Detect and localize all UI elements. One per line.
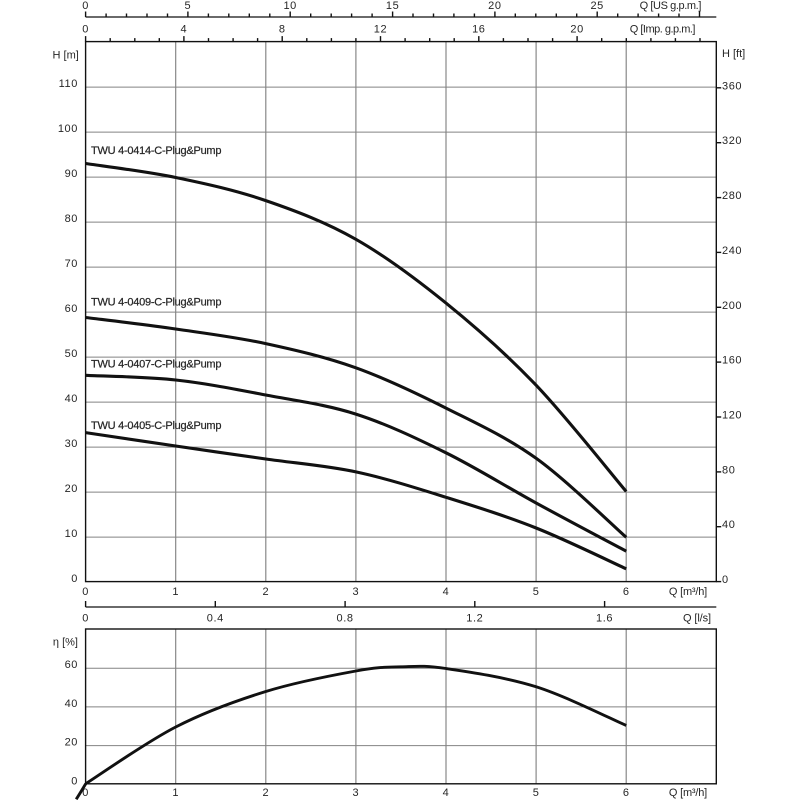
svg-text:0: 0 [71, 775, 78, 787]
svg-text:70: 70 [65, 258, 78, 270]
svg-text:TWU 4-0407-C-Plug&Pump: TWU 4-0407-C-Plug&Pump [91, 359, 221, 371]
svg-text:12: 12 [374, 24, 387, 36]
svg-text:Q [Imp. g.p.m.]: Q [Imp. g.p.m.] [630, 24, 696, 36]
svg-text:280: 280 [722, 190, 742, 202]
svg-text:3: 3 [353, 787, 360, 799]
svg-text:0: 0 [71, 573, 78, 585]
svg-text:5: 5 [185, 0, 192, 12]
svg-text:2: 2 [262, 787, 269, 799]
svg-text:6: 6 [623, 787, 630, 799]
svg-text:1: 1 [172, 787, 179, 799]
svg-text:3: 3 [353, 586, 360, 598]
svg-text:40: 40 [722, 519, 735, 531]
svg-text:0: 0 [82, 24, 89, 36]
svg-text:25: 25 [590, 0, 603, 12]
svg-text:100: 100 [58, 123, 78, 135]
svg-text:80: 80 [65, 213, 78, 225]
svg-text:110: 110 [59, 78, 78, 90]
svg-text:40: 40 [65, 393, 78, 405]
svg-text:Q [US g.p.m.]: Q [US g.p.m.] [640, 0, 702, 12]
svg-text:2: 2 [262, 586, 269, 598]
svg-text:160: 160 [722, 355, 742, 367]
svg-text:0: 0 [82, 787, 89, 799]
svg-text:50: 50 [65, 348, 78, 360]
svg-text:10: 10 [283, 0, 296, 12]
svg-text:240: 240 [722, 245, 742, 257]
svg-text:6: 6 [623, 586, 630, 598]
svg-text:20: 20 [65, 737, 78, 749]
svg-text:0.4: 0.4 [207, 613, 224, 625]
svg-text:H [m]: H [m] [53, 50, 79, 62]
svg-text:80: 80 [722, 464, 735, 476]
svg-text:1.6: 1.6 [596, 613, 613, 625]
svg-text:15: 15 [386, 0, 399, 12]
svg-text:H [ft]: H [ft] [722, 48, 745, 60]
svg-text:120: 120 [722, 410, 742, 422]
svg-text:8: 8 [279, 24, 286, 36]
svg-text:16: 16 [472, 24, 485, 36]
svg-text:20: 20 [65, 483, 78, 495]
svg-text:30: 30 [65, 438, 78, 450]
svg-text:320: 320 [722, 135, 742, 147]
svg-text:TWU 4-0409-C-Plug&Pump: TWU 4-0409-C-Plug&Pump [91, 297, 221, 309]
svg-text:Q [l/s]: Q [l/s] [683, 613, 711, 625]
svg-text:0.8: 0.8 [337, 613, 354, 625]
svg-text:90: 90 [65, 168, 78, 180]
svg-text:TWU 4-0405-C-Plug&Pump: TWU 4-0405-C-Plug&Pump [91, 420, 221, 432]
svg-text:20: 20 [570, 24, 583, 36]
svg-text:0: 0 [82, 586, 89, 598]
svg-text:0: 0 [82, 613, 89, 625]
svg-text:TWU 4-0414-C-Plug&Pump: TWU 4-0414-C-Plug&Pump [91, 145, 221, 157]
svg-text:η [%]: η [%] [53, 637, 78, 649]
svg-text:20: 20 [488, 0, 501, 12]
svg-text:60: 60 [65, 659, 78, 671]
svg-text:360: 360 [722, 80, 742, 92]
svg-text:Q [m³/h]: Q [m³/h] [669, 586, 707, 598]
svg-text:0: 0 [722, 574, 729, 586]
svg-text:1: 1 [172, 586, 179, 598]
svg-text:40: 40 [65, 698, 78, 710]
svg-text:200: 200 [722, 300, 742, 312]
svg-text:0: 0 [82, 0, 89, 12]
svg-text:4: 4 [443, 586, 450, 598]
svg-text:10: 10 [65, 528, 78, 540]
svg-text:5: 5 [533, 586, 540, 598]
svg-text:5: 5 [533, 787, 540, 799]
svg-text:1.2: 1.2 [466, 613, 483, 625]
svg-text:4: 4 [443, 787, 450, 799]
svg-text:4: 4 [181, 24, 188, 36]
svg-text:60: 60 [65, 303, 78, 315]
svg-text:Q [m³/h]: Q [m³/h] [669, 787, 707, 799]
